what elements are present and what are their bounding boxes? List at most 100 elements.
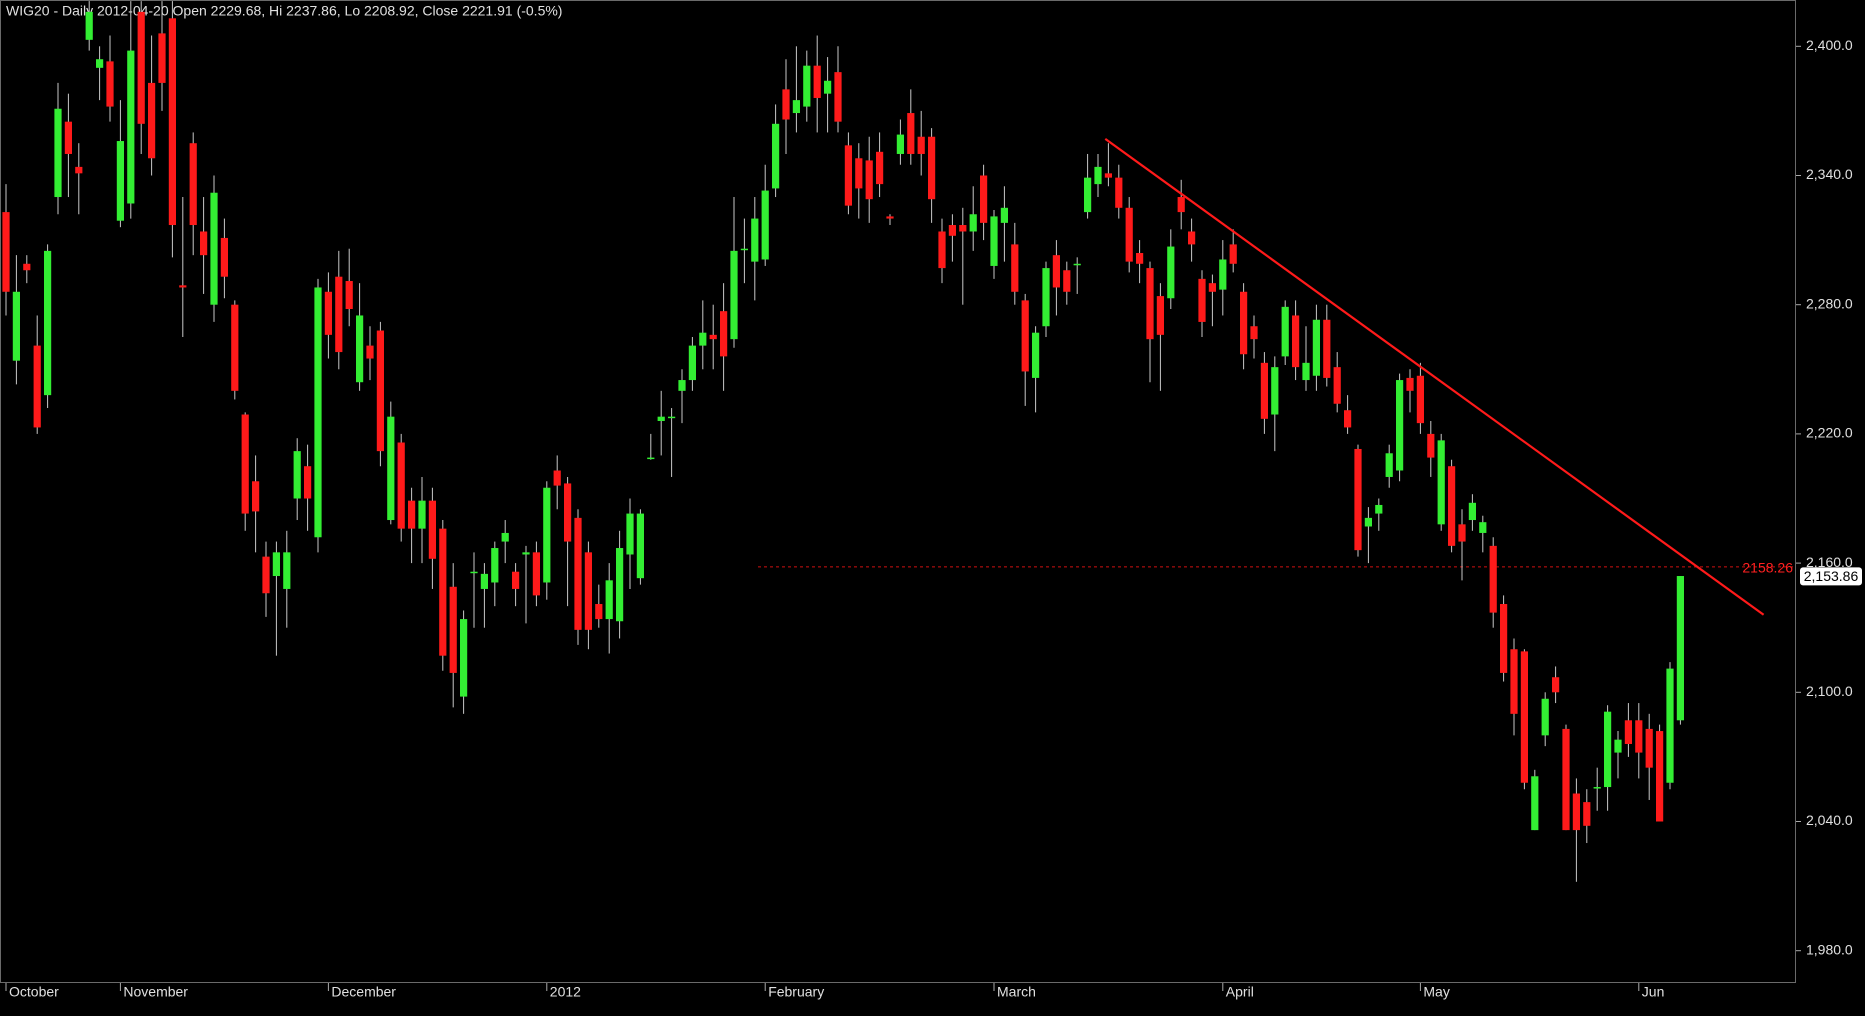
- last-price-box: [1800, 567, 1862, 586]
- candle-body: [553, 470, 561, 486]
- candle-body: [1635, 720, 1643, 753]
- candle-body: [1281, 306, 1289, 357]
- last-price-label: 2,153.86: [1804, 568, 1859, 584]
- candle-body: [1250, 326, 1258, 340]
- candle-body: [1593, 787, 1601, 789]
- candle-body: [106, 61, 114, 107]
- candle-body: [64, 121, 72, 154]
- candle-body: [397, 442, 405, 529]
- candle-body: [501, 532, 509, 542]
- candle-body: [1323, 319, 1331, 378]
- candle-body: [959, 225, 967, 232]
- candle-body: [564, 483, 572, 542]
- candle-body: [1021, 300, 1029, 372]
- candle-body: [304, 466, 312, 499]
- candle-body: [1676, 576, 1684, 721]
- candle-body: [85, 11, 93, 40]
- candle-body: [1177, 197, 1185, 213]
- candle-body: [886, 216, 894, 219]
- candle-body: [813, 65, 821, 98]
- y-tick-label: 2,100.0: [1806, 683, 1853, 699]
- candle-body: [636, 513, 644, 579]
- y-tick-label: 2,160.0: [1806, 554, 1853, 570]
- candle-body: [709, 334, 717, 340]
- candle-body: [408, 500, 416, 529]
- candle-body: [1406, 377, 1414, 391]
- candle-body: [761, 190, 769, 260]
- candle-body: [1125, 207, 1133, 262]
- candle-body: [1624, 720, 1632, 744]
- y-tick-label: 2,040.0: [1806, 812, 1853, 828]
- candle-body: [584, 552, 592, 630]
- candle-body: [803, 65, 811, 107]
- candle-body: [1666, 668, 1674, 783]
- candle-body: [626, 513, 634, 555]
- candle-body: [917, 136, 925, 154]
- candle-body: [491, 548, 499, 583]
- candle-body: [1188, 231, 1196, 245]
- candle-body: [740, 248, 748, 251]
- candle-body: [2, 212, 10, 292]
- candle-body: [324, 291, 332, 335]
- candle-body: [470, 571, 478, 574]
- candle-body: [969, 214, 977, 232]
- candle-body: [980, 175, 988, 223]
- y-tick-label: 1,980.0: [1806, 941, 1853, 957]
- candle-body: [335, 276, 343, 353]
- candle-body: [1416, 375, 1424, 424]
- candle-body: [272, 552, 280, 577]
- candle-body: [345, 281, 353, 310]
- candle-body: [938, 231, 946, 269]
- y-tick-label: 2,340.0: [1806, 166, 1853, 182]
- candle-body: [179, 285, 187, 288]
- candle-body: [865, 160, 873, 200]
- candle-body: [1208, 283, 1216, 292]
- candle-body: [460, 619, 468, 697]
- candle-body: [1219, 259, 1227, 290]
- candle-body: [96, 59, 104, 68]
- candle-body: [1645, 728, 1653, 768]
- candle-body: [1063, 270, 1071, 292]
- y-tick-label: 2,280.0: [1806, 295, 1853, 311]
- candle-body: [1084, 177, 1092, 213]
- candle-body: [668, 416, 676, 419]
- candle-body: [1520, 651, 1528, 783]
- candle-body: [699, 332, 707, 346]
- candle-body: [127, 50, 135, 204]
- candle-body: [137, 11, 145, 124]
- candle-body: [439, 528, 447, 656]
- candle-body: [928, 136, 936, 200]
- candle-body: [990, 216, 998, 266]
- candle-body: [189, 143, 197, 226]
- x-tick-label: October: [9, 984, 59, 1000]
- candle-body: [792, 100, 800, 114]
- candle-body: [75, 166, 83, 174]
- y-tick-label: 2,400.0: [1806, 37, 1853, 53]
- candle-body: [1292, 315, 1300, 368]
- candle-body: [1073, 263, 1081, 266]
- candle-body: [210, 192, 218, 305]
- candle-body: [1479, 522, 1487, 533]
- candle-body: [283, 552, 291, 589]
- candle-body: [44, 250, 52, 396]
- candle-body: [1385, 453, 1393, 477]
- candle-body: [480, 573, 488, 589]
- candle-body: [1167, 246, 1175, 299]
- candle-body: [948, 225, 956, 236]
- candle-body: [876, 151, 884, 185]
- chart-title: WIG20 - Daily 2012-04-20 Open 2229.68, H…: [6, 3, 562, 19]
- x-tick-label: December: [331, 984, 396, 1000]
- candle-body: [1000, 207, 1008, 223]
- candle-body: [1614, 739, 1622, 753]
- candle-body: [33, 345, 41, 428]
- candle-body: [1115, 177, 1123, 208]
- candle-body: [834, 72, 842, 122]
- candle-body: [844, 145, 852, 206]
- candle-body: [1198, 278, 1206, 322]
- candle-body: [1260, 362, 1268, 419]
- candle-body: [262, 556, 270, 594]
- candle-body: [1229, 244, 1237, 264]
- candle-body: [314, 287, 322, 538]
- candle-body: [730, 250, 738, 340]
